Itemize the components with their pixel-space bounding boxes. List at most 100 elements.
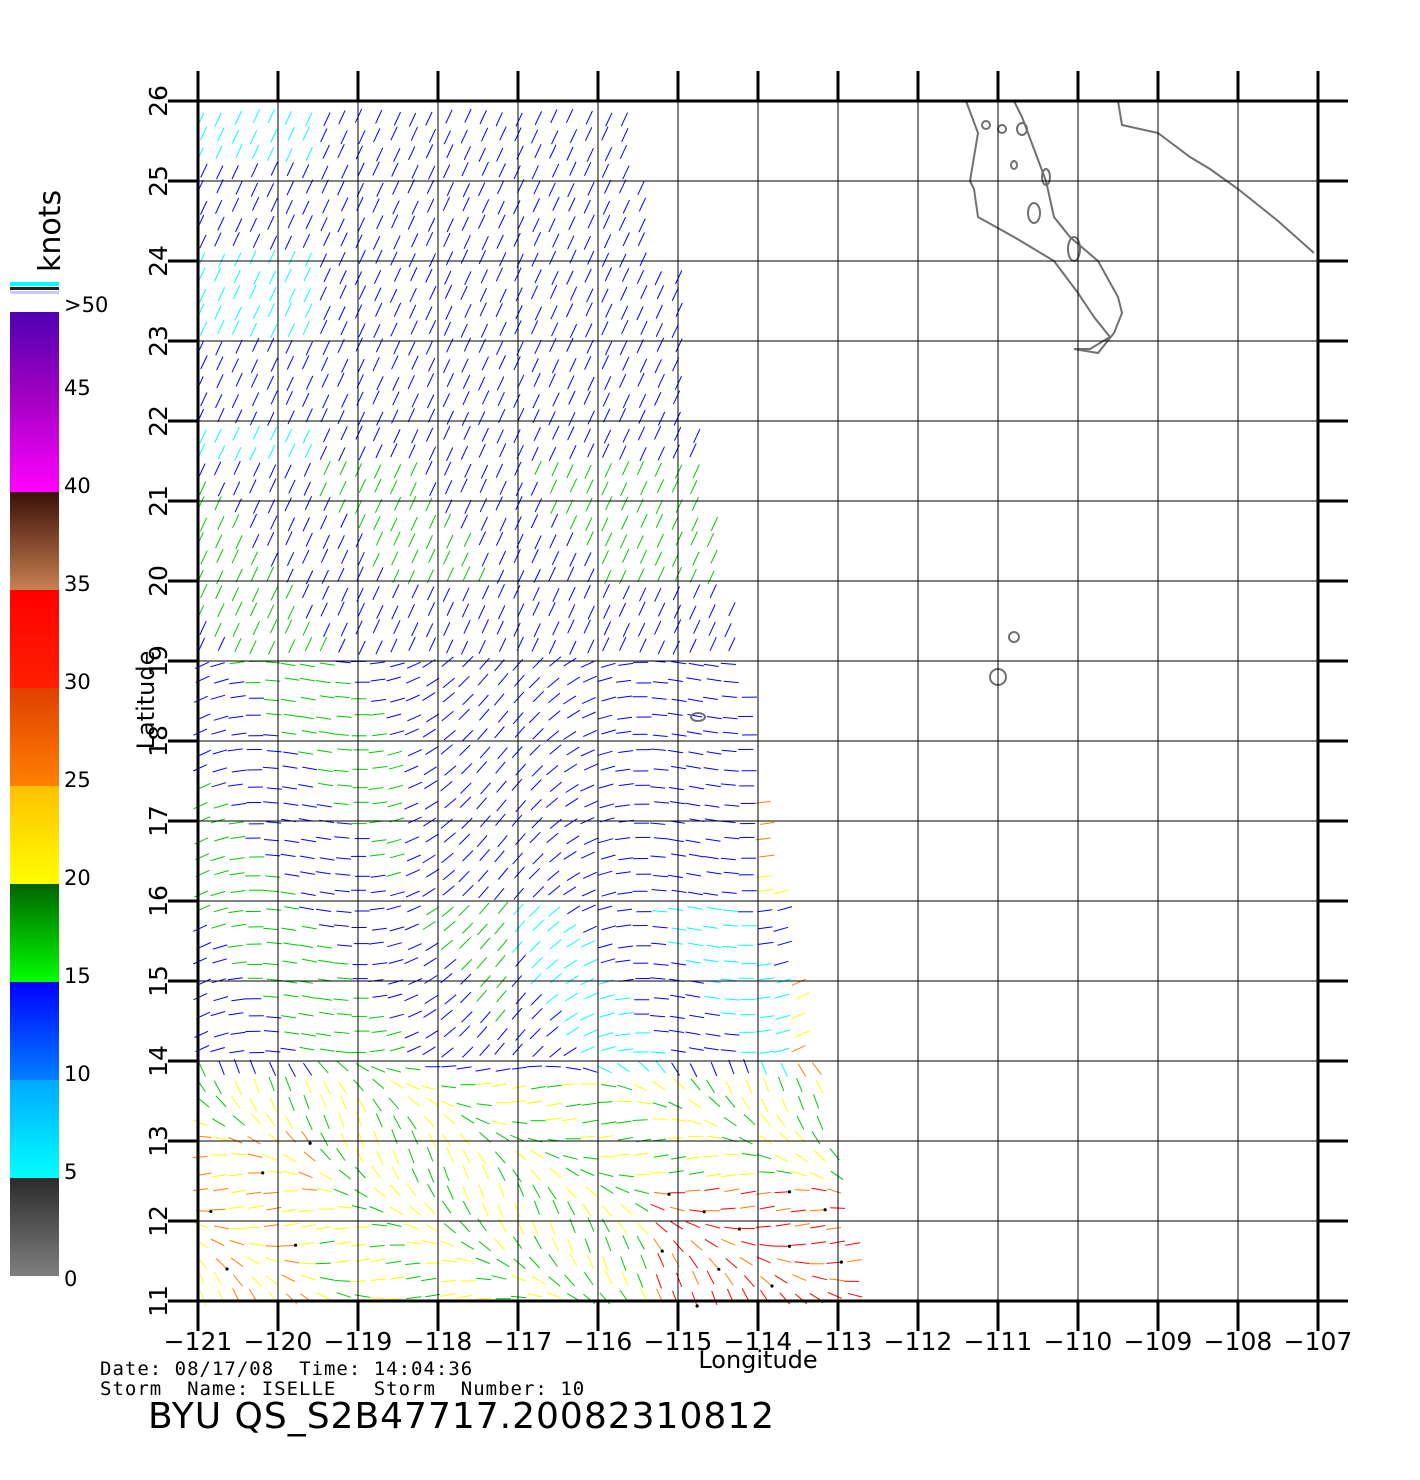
wind-barb <box>566 1187 577 1200</box>
wind-barb <box>711 1290 718 1306</box>
wind-barb <box>513 429 521 444</box>
wind-barb <box>339 270 347 285</box>
wind-barb <box>725 1095 736 1108</box>
wind-barb <box>232 513 240 529</box>
wind-barb <box>214 232 222 247</box>
wind-barb <box>426 677 440 687</box>
wind-barb <box>811 1062 822 1075</box>
wind-barb <box>479 937 491 950</box>
wind-barb <box>513 200 521 215</box>
wind-barb <box>477 1151 487 1165</box>
wind-barb <box>497 939 508 952</box>
wind-barb <box>266 566 275 581</box>
wind-barb <box>389 480 398 495</box>
wind-barb <box>587 376 595 391</box>
wind-barb <box>551 551 560 566</box>
wind-barb <box>533 180 541 195</box>
wind-barb <box>247 1136 261 1145</box>
wind-barb <box>619 445 627 460</box>
wind-barb <box>513 1258 526 1269</box>
colorbar-band <box>10 1080 59 1178</box>
wind-barb <box>675 338 683 353</box>
wind-barb <box>497 1028 508 1041</box>
wind-barb <box>675 302 683 317</box>
wind-barb <box>585 517 593 532</box>
rain-flag-dot <box>695 1304 699 1308</box>
wind-barb <box>304 443 313 458</box>
wind-barb <box>262 962 278 966</box>
wind-barb <box>480 516 488 531</box>
wind-barb <box>775 1014 791 1020</box>
wind-barb <box>587 214 595 229</box>
wind-barb <box>212 767 228 773</box>
wind-barb <box>338 306 346 321</box>
wind-barb <box>461 1011 473 1023</box>
wind-barb <box>481 585 490 600</box>
wind-barb <box>478 567 486 582</box>
wind-barb <box>583 1029 599 1037</box>
wind-barb <box>615 837 631 841</box>
wind-barb <box>250 359 259 374</box>
wind-barb <box>638 601 646 616</box>
wind-barb <box>320 408 328 423</box>
wind-barb <box>443 1166 450 1182</box>
wind-barb <box>215 199 223 215</box>
wind-barb <box>495 954 506 968</box>
wind-barb <box>428 1132 436 1147</box>
rain-flag-dot <box>787 1244 792 1248</box>
wind-barb <box>446 567 454 582</box>
wind-barb <box>673 411 681 426</box>
wind-barb <box>517 570 525 585</box>
wind-barb <box>530 514 539 529</box>
wind-barb <box>460 514 468 529</box>
wind-barb <box>263 734 279 737</box>
wind-barb <box>671 927 687 931</box>
wind-barb <box>288 639 296 654</box>
wind-barb <box>622 428 630 443</box>
wind-barb <box>616 1100 632 1103</box>
wind-barb <box>299 855 315 860</box>
wind-barb <box>655 1060 666 1074</box>
wind-barb <box>286 568 294 583</box>
wind-barb <box>637 1222 649 1235</box>
wind-barb <box>651 697 667 700</box>
wind-barb <box>498 214 506 229</box>
latitude-tick-label: 21 <box>144 485 173 517</box>
wind-barb <box>391 605 399 620</box>
wind-barb <box>231 961 247 965</box>
wind-barb <box>618 1174 634 1178</box>
wind-barb <box>250 373 259 388</box>
wind-barb <box>355 425 363 440</box>
wind-barb <box>622 394 630 409</box>
wind-barb <box>582 1203 592 1217</box>
wind-barb <box>552 196 560 211</box>
wind-barb <box>704 804 720 808</box>
wind-barb <box>583 1156 599 1160</box>
wind-barb <box>728 602 736 617</box>
wind-barb <box>411 164 419 179</box>
wind-barb <box>337 410 345 425</box>
wind-barb <box>214 428 222 443</box>
wind-barb <box>580 749 595 757</box>
wind-barb <box>619 534 628 549</box>
wind-barb <box>300 871 315 875</box>
wind-barb <box>654 271 662 286</box>
wind-barb <box>210 694 226 700</box>
wind-barb <box>705 1223 721 1229</box>
wind-barb <box>495 463 504 478</box>
wind-barb <box>248 1205 264 1209</box>
wind-barb <box>656 533 664 548</box>
wind-barb <box>581 1083 597 1085</box>
wind-barb <box>284 497 292 512</box>
wind-barb <box>569 286 578 301</box>
wind-barb <box>427 586 435 601</box>
wind-barb <box>228 821 244 825</box>
wind-barb <box>583 837 598 845</box>
wind-barb <box>263 1154 278 1161</box>
wind-barb <box>667 907 683 911</box>
wind-barb <box>706 532 715 548</box>
wind-barb <box>529 831 541 844</box>
wind-barb <box>655 513 664 528</box>
wind-barb <box>319 1048 335 1052</box>
